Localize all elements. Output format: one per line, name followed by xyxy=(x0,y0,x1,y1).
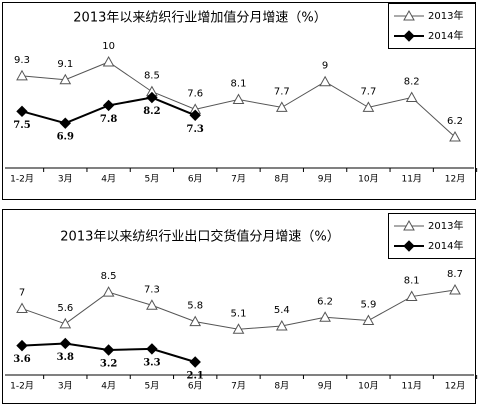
data-label: 8.2 xyxy=(143,106,160,117)
data-label: 6.2 xyxy=(447,116,463,127)
data-point xyxy=(405,290,418,302)
data-label: 5.4 xyxy=(274,305,290,316)
x-tick-label: 12月 xyxy=(445,174,465,185)
data-point xyxy=(189,315,202,327)
data-label: 8.1 xyxy=(404,276,420,287)
chart-frame xyxy=(2,209,476,404)
x-tick-label: 11月 xyxy=(401,174,421,185)
x-tick-label: 5月 xyxy=(145,174,160,185)
data-label: 7.8 xyxy=(100,114,117,125)
data-point xyxy=(146,343,158,355)
x-tick-label: 5月 xyxy=(145,381,160,392)
data-point xyxy=(449,130,461,142)
data-label: 7 xyxy=(19,288,25,299)
chart-title: 2013年以来纺织行业增加值分月增速（%） xyxy=(73,10,326,26)
data-point xyxy=(102,286,115,297)
data-point xyxy=(405,91,418,103)
x-tick-label: 4月 xyxy=(101,174,116,185)
data-label: 7.3 xyxy=(144,284,160,295)
data-point xyxy=(59,117,72,129)
x-tick-label: 10月 xyxy=(358,381,378,392)
data-point xyxy=(59,73,72,85)
data-label: 7.7 xyxy=(274,86,290,97)
x-tick-label: 7月 xyxy=(231,381,246,392)
data-point xyxy=(275,319,288,331)
data-point xyxy=(189,109,201,121)
x-tick-label: 1-2月 xyxy=(10,174,34,185)
data-label: 5.9 xyxy=(360,300,376,311)
legend-label: 2014年 xyxy=(428,29,463,42)
x-tick-label: 12月 xyxy=(445,381,465,392)
data-label: 9 xyxy=(322,61,328,72)
data-label: 10 xyxy=(102,41,115,52)
data-point xyxy=(16,105,28,118)
data-point xyxy=(449,283,461,295)
data-point xyxy=(16,69,28,81)
data-label: 6.2 xyxy=(317,296,333,307)
x-tick-label: 3月 xyxy=(58,174,73,185)
data-label: 7.3 xyxy=(186,124,203,135)
legend-box xyxy=(388,3,476,49)
data-label: 7.5 xyxy=(13,120,30,131)
x-tick-label: 1-2月 xyxy=(10,381,34,392)
x-tick-label: 10月 xyxy=(358,174,378,185)
x-tick-label: 7月 xyxy=(231,174,246,185)
data-point xyxy=(362,101,375,112)
x-tick-label: 11月 xyxy=(401,381,421,392)
legend-marker xyxy=(403,9,415,21)
data-label: 8.7 xyxy=(447,269,463,280)
data-point xyxy=(146,91,158,104)
data-point xyxy=(59,337,72,350)
data-label: 5.8 xyxy=(187,301,203,312)
chart-frame xyxy=(2,2,476,200)
chart-title: 2013年以来纺织行业出口交货值分月增速（%） xyxy=(60,229,339,245)
legend-label: 2013年 xyxy=(428,219,463,232)
data-point xyxy=(362,314,375,326)
data-point xyxy=(232,323,245,334)
x-tick-label: 6月 xyxy=(188,174,203,185)
data-label: 5.6 xyxy=(57,303,73,314)
data-label: 7.7 xyxy=(360,86,376,97)
data-label: 3.8 xyxy=(57,352,74,363)
data-label: 7.6 xyxy=(187,88,203,99)
data-label: 3.3 xyxy=(143,357,160,368)
legend-box xyxy=(388,213,476,259)
x-tick-label: 4月 xyxy=(101,381,116,392)
x-tick-label: 9月 xyxy=(318,381,333,392)
legend-marker xyxy=(403,240,415,252)
data-point xyxy=(16,302,28,314)
data-label: 3.2 xyxy=(100,359,117,370)
legend-marker xyxy=(403,30,415,42)
data-label: 8.1 xyxy=(231,79,247,90)
data-point xyxy=(189,356,201,368)
x-tick-label: 9月 xyxy=(318,174,333,185)
data-point xyxy=(275,101,288,112)
data-label: 6.9 xyxy=(57,132,74,143)
data-point xyxy=(319,75,331,87)
legend-label: 2013年 xyxy=(428,9,463,22)
x-tick-label: 6月 xyxy=(188,381,203,392)
data-label: 5.1 xyxy=(231,308,247,319)
data-point xyxy=(59,317,72,329)
x-tick-label: 8月 xyxy=(274,174,289,185)
data-point xyxy=(16,339,28,352)
data-point xyxy=(102,55,115,67)
x-tick-label: 3月 xyxy=(58,381,73,392)
data-point xyxy=(232,93,245,104)
data-label: 9.1 xyxy=(57,59,73,70)
legend-label: 2014年 xyxy=(428,239,463,252)
data-label: 8.5 xyxy=(144,71,160,82)
x-tick-label: 8月 xyxy=(274,381,289,392)
data-label: 8.5 xyxy=(101,271,117,282)
data-label: 9.3 xyxy=(14,55,30,66)
data-point xyxy=(102,99,115,112)
data-label: 3.6 xyxy=(13,354,30,365)
data-point xyxy=(102,344,115,356)
legend-marker xyxy=(403,219,415,231)
data-label: 8.2 xyxy=(404,77,420,88)
data-point xyxy=(319,311,331,322)
data-point xyxy=(146,299,158,310)
data-label: 2.1 xyxy=(186,371,203,382)
